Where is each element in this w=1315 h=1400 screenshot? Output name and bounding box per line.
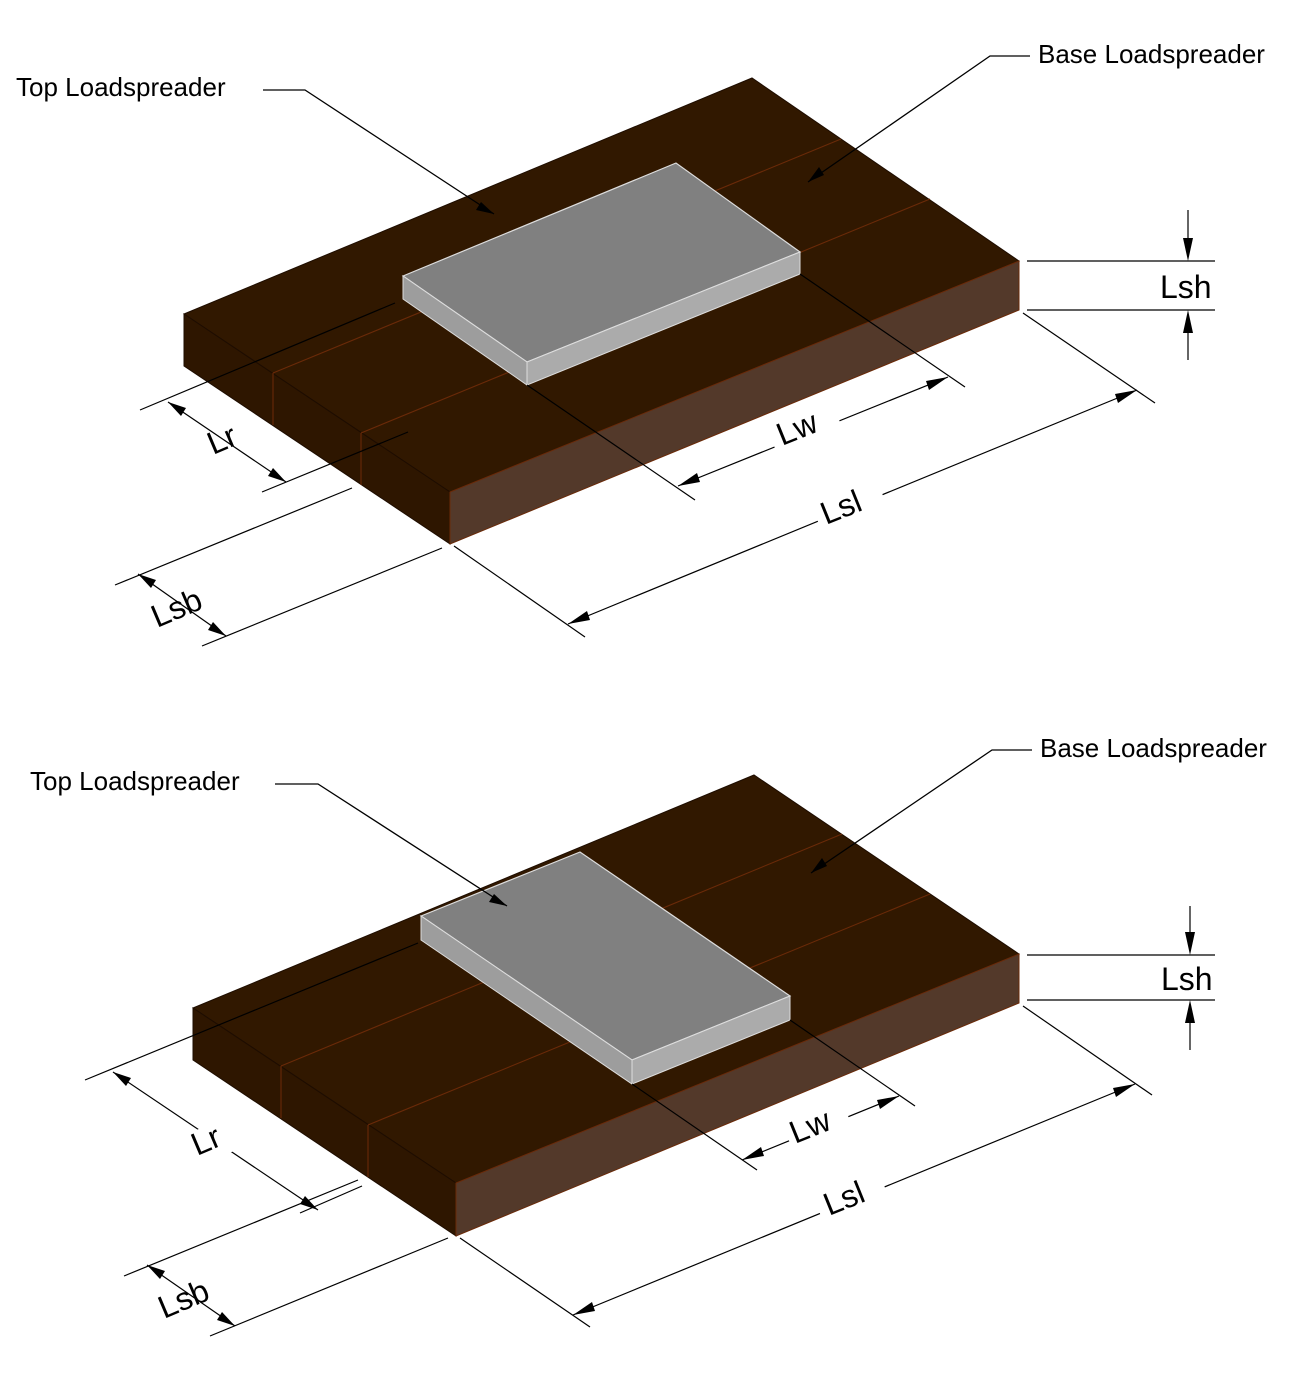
lr-dimension: Lr [84, 942, 419, 1214]
lsb-label: Lsb [146, 581, 208, 634]
top-loadspreader-plate [419, 851, 792, 1085]
top-loadspreader-callout: Top Loadspreader [30, 766, 508, 907]
lsh-label: Lsh [1161, 961, 1213, 997]
lsl-dimension: Lsl [453, 312, 1156, 638]
lsl-dimension: Lsl [459, 1005, 1153, 1328]
lsb-dimension: Lsb [123, 1179, 449, 1337]
lsh-label: Lsh [1160, 269, 1212, 305]
top-loadspreader-plate [401, 162, 802, 386]
top-loadspreader-callout: Top Loadspreader [16, 72, 495, 215]
base-loadspreader-callout: Base Loadspreader [810, 733, 1267, 874]
lsb-label: Lsb [153, 1272, 215, 1325]
bottom-view: Lsh Lr Lw [30, 733, 1267, 1337]
lw-dimension: Lw [631, 1019, 916, 1171]
base-loadspreader-label: Base Loadspreader [1040, 733, 1267, 763]
top-loadspreader-label: Top Loadspreader [30, 766, 240, 796]
base-loadspreader-label: Base Loadspreader [1038, 39, 1265, 69]
lsb-dimension: Lsb [114, 487, 443, 647]
base-slab-front-face [455, 953, 1020, 1237]
lsh-dimension: Lsh [1027, 210, 1215, 360]
base-slab-front-face [449, 260, 1020, 545]
base-loadspreader-callout: Base Loadspreader [807, 39, 1265, 183]
top-view: Lsh Lr Lw Lsl [16, 39, 1265, 647]
top-loadspreader-label: Top Loadspreader [16, 72, 226, 102]
lr-label: Lr [202, 417, 243, 461]
lsh-dimension: Lsh [1027, 906, 1215, 1050]
